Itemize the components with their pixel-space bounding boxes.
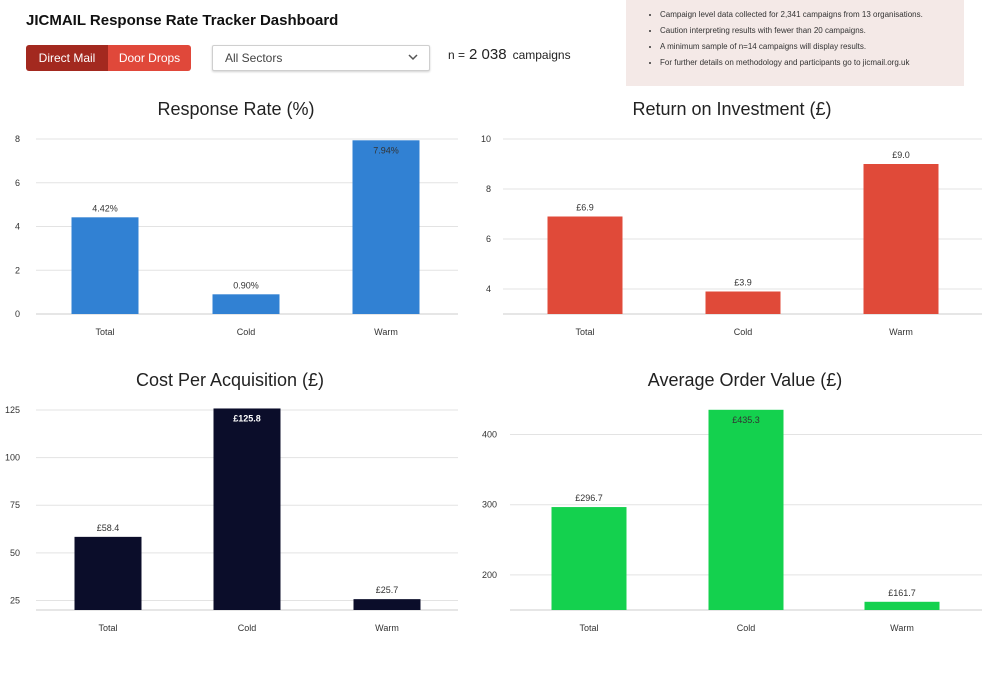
x-tick-label-cold: Cold — [238, 623, 257, 633]
bar-cold — [705, 291, 781, 314]
y-tick-label: 6 — [486, 234, 491, 244]
note-item: A minimum sample of n=14 campaigns will … — [660, 40, 954, 54]
y-tick-label: 100 — [5, 453, 20, 463]
campaign-count: n = 2 038 campaigns — [448, 46, 571, 63]
y-tick-label: 25 — [10, 595, 20, 605]
note-item: Campaign level data collected for 2,341 … — [660, 8, 954, 22]
sector-select[interactable]: All Sectors — [212, 45, 430, 71]
bar-total — [547, 216, 623, 314]
note-item: For further details on methodology and p… — [660, 56, 954, 70]
data-label-warm: £25.7 — [376, 585, 399, 595]
y-tick-label: 8 — [15, 134, 20, 144]
data-label-cold: £125.8 — [233, 413, 261, 423]
bar-total — [74, 536, 142, 610]
data-label-total: £6.9 — [576, 203, 594, 213]
direct-mail-button[interactable]: Direct Mail — [26, 45, 108, 71]
x-tick-label-total: Total — [98, 623, 117, 633]
x-tick-label-total: Total — [95, 327, 114, 337]
chevron-down-icon — [408, 54, 418, 61]
campaign-count-suffix: campaigns — [512, 48, 571, 62]
bar-warm — [864, 601, 940, 610]
data-label-warm: £9.0 — [892, 150, 910, 160]
data-label-cold: 0.90% — [233, 280, 259, 290]
x-tick-label-warm: Warm — [889, 327, 913, 337]
y-tick-label: 8 — [486, 184, 491, 194]
data-label-total: £58.4 — [97, 523, 120, 533]
x-tick-label-warm: Warm — [374, 327, 398, 337]
x-tick-label-total: Total — [579, 623, 598, 633]
chart-title-response-rate: Response Rate (%) — [157, 99, 315, 119]
bar-warm — [863, 164, 939, 314]
campaign-count-prefix: n = — [448, 48, 466, 62]
x-tick-label-cold: Cold — [737, 623, 756, 633]
note-item: Caution interpreting results with fewer … — [660, 24, 954, 38]
data-label-warm: 7.94% — [373, 145, 399, 155]
y-tick-label: 10 — [481, 134, 491, 144]
bar-cold — [708, 409, 784, 610]
data-label-total: £296.7 — [575, 493, 603, 503]
x-tick-label-total: Total — [575, 327, 594, 337]
bar-total — [551, 507, 627, 610]
y-tick-label: 4 — [15, 222, 20, 232]
data-label-cold: £435.3 — [732, 415, 760, 425]
data-label-warm: £161.7 — [888, 588, 916, 598]
bar-cold — [212, 294, 280, 314]
chart-title-roi: Return on Investment (£) — [632, 99, 832, 119]
y-tick-label: 400 — [482, 430, 497, 440]
x-tick-label-warm: Warm — [375, 623, 399, 633]
data-label-cold: £3.9 — [734, 278, 752, 288]
dashboard-title: JICMAIL Response Rate Tracker Dashboard — [26, 12, 339, 29]
y-tick-label: 4 — [486, 284, 491, 294]
chart-title-aov: Average Order Value (£) — [647, 370, 843, 390]
y-tick-label: 75 — [10, 500, 20, 510]
bar-warm — [352, 140, 420, 314]
sector-select-value: All Sectors — [225, 51, 283, 65]
chart-title-cpa: Cost Per Acquisition (£) — [135, 370, 325, 390]
y-tick-label: 2 — [15, 265, 20, 275]
y-tick-label: 6 — [15, 178, 20, 188]
data-label-total: 4.42% — [92, 203, 118, 213]
y-tick-label: 0 — [15, 309, 20, 319]
y-tick-label: 200 — [482, 570, 497, 580]
bar-cold — [213, 408, 281, 610]
x-tick-label-cold: Cold — [237, 327, 256, 337]
bar-total — [71, 217, 139, 314]
y-tick-label: 50 — [10, 548, 20, 558]
campaign-count-value: 2 038 — [469, 46, 507, 63]
methodology-notes: Campaign level data collected for 2,341 … — [626, 0, 964, 86]
door-drops-button[interactable]: Door Drops — [108, 45, 191, 71]
y-tick-label: 300 — [482, 500, 497, 510]
x-tick-label-warm: Warm — [890, 623, 914, 633]
x-tick-label-cold: Cold — [734, 327, 753, 337]
bar-warm — [353, 599, 421, 610]
y-tick-label: 125 — [5, 405, 20, 415]
